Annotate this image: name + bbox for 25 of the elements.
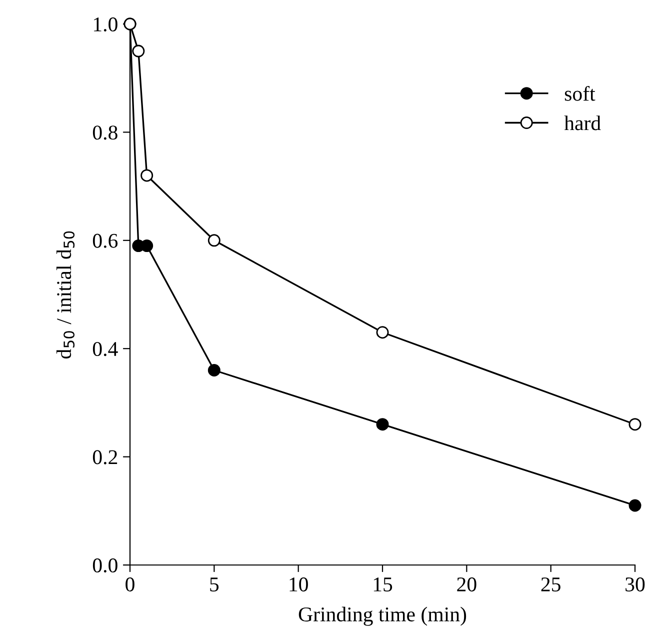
y-tick-label: 1.0 bbox=[94, 17, 118, 32]
point bbox=[628, 418, 642, 431]
point bbox=[376, 326, 389, 339]
y-axis-title: d$_{50}$ / initial d$_{50}$ bbox=[56, 231, 75, 359]
point bbox=[140, 169, 154, 182]
x-tick-label: 0 bbox=[126, 577, 134, 592]
x-tick-label: 15 bbox=[374, 578, 392, 592]
legend-label: soft bbox=[564, 86, 596, 101]
point bbox=[132, 44, 145, 58]
x-tick-label: 30 bbox=[626, 577, 645, 592]
x-tick-label: 10 bbox=[290, 577, 308, 592]
y-tick-label: 0.4 bbox=[92, 342, 118, 356]
point bbox=[376, 418, 389, 431]
y-tick-label: 0.2 bbox=[92, 450, 118, 464]
legend-label: hard bbox=[564, 116, 601, 130]
point bbox=[208, 364, 220, 376]
point bbox=[628, 499, 642, 512]
x-tick-label: 20 bbox=[457, 577, 476, 592]
x-tick-label: 5 bbox=[210, 578, 219, 592]
y-tick-label: 0.0 bbox=[92, 558, 118, 573]
y-tick-label: 0.6 bbox=[92, 234, 118, 248]
y-tick-label: 0.8 bbox=[92, 126, 118, 140]
x-tick-label: 25 bbox=[541, 577, 560, 592]
point bbox=[208, 234, 220, 247]
x-axis-title: Grinding time (min) bbox=[298, 606, 466, 626]
